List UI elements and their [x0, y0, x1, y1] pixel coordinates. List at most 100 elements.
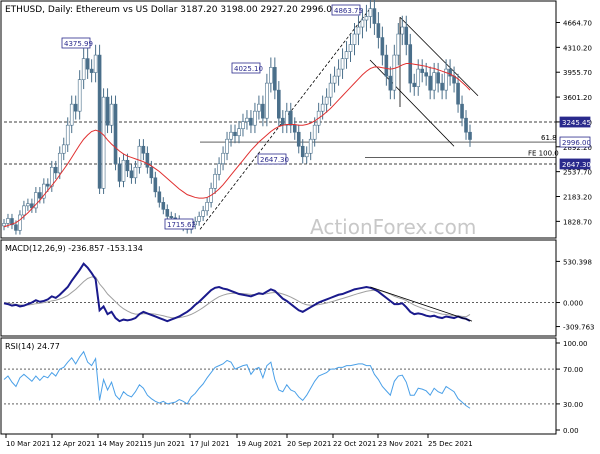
price-y-tick-label: 3601.20: [563, 94, 592, 102]
candle-body: [376, 23, 381, 38]
rsi-y-tick-label: 100.00: [563, 340, 588, 348]
candle-body: [101, 96, 106, 189]
candlestick-series: [2, 0, 472, 235]
candle-body: [69, 103, 74, 126]
x-tick-label: 20 Sep 2021: [287, 440, 331, 448]
candle-body: [356, 26, 361, 35]
price-y-tick-label: 3955.70: [563, 69, 592, 77]
candle-body: [384, 54, 389, 77]
price-y-tick-label: 2183.20: [563, 194, 592, 202]
label-3245-box: [559, 116, 591, 128]
candle-body: [121, 159, 126, 182]
dashed-trend-line: [199, 8, 371, 230]
candle-body: [229, 131, 233, 140]
candle-body: [277, 89, 281, 119]
x-tick-label: 10 Mar 2021: [6, 440, 50, 448]
candle-body: [320, 103, 325, 112]
candle-body: [249, 117, 253, 126]
x-tick-label: 17 Jul 2021: [190, 440, 230, 448]
candle-body: [161, 202, 166, 210]
label-1715-box: [164, 218, 194, 230]
candle-body: [261, 103, 265, 119]
candle-body: [205, 202, 209, 212]
x-tick-label: 22 Oct 2021: [333, 440, 376, 448]
watermark: ActionForex.com: [310, 215, 476, 239]
candle-body: [348, 44, 353, 52]
candle-body: [73, 103, 78, 112]
price-panel-frame: [0, 0, 557, 239]
macd-title: MACD(12,26,9) -236.857 -153.134: [5, 244, 143, 253]
candle-body: [380, 37, 385, 56]
candle-body: [85, 58, 90, 70]
candle-body: [312, 124, 317, 140]
candle-body: [352, 33, 357, 45]
candle-body: [448, 68, 452, 77]
candle-body: [404, 26, 409, 45]
candle-body: [436, 72, 440, 84]
price-y-tick-label: 2537.70: [563, 169, 592, 177]
candle-body: [360, 19, 365, 28]
candle-body: [109, 103, 114, 126]
candle-body: [165, 209, 170, 217]
candle-body: [117, 163, 122, 182]
label-2996-box: [559, 136, 591, 148]
x-tick-label: 12 Apr 2021: [52, 440, 95, 448]
candle-body: [46, 183, 50, 187]
candle-body: [65, 124, 70, 146]
candle-body: [304, 152, 309, 158]
candle-body: [464, 117, 468, 133]
label-4863-box: [331, 4, 361, 16]
rsi-y-tick-label: 30.00: [563, 401, 583, 409]
candle-body: [412, 82, 417, 87]
candle-body: [77, 79, 82, 112]
rsi-y-tick-label: 0.00: [563, 427, 579, 435]
label-2996: 2996.00: [562, 139, 591, 147]
candle-body: [273, 67, 277, 91]
candle-body: [89, 68, 94, 73]
candle-body: [34, 192, 38, 209]
macd-series: 530.398 0.000 -309.763: [3, 258, 594, 332]
candle-body: [193, 220, 197, 226]
candle-body: [392, 54, 397, 91]
candle-body: [292, 124, 297, 133]
label-4375-box: [61, 37, 91, 49]
price-y-tick-label: 1828.70: [563, 218, 592, 226]
x-tick-label: 14 May 2021: [98, 440, 144, 448]
label-2647-box: [559, 158, 591, 170]
candle-body: [197, 216, 201, 222]
candle-body: [49, 166, 54, 187]
candle-body: [400, 26, 405, 35]
candle-body: [424, 72, 428, 77]
macd-y-tick-label: 0.000: [563, 300, 583, 308]
price-y-tick-label: 4310.20: [563, 44, 592, 52]
moving-average-line: [3, 63, 471, 228]
label-4025-box: [231, 62, 261, 74]
candle-body: [368, 8, 373, 17]
candle-body: [149, 166, 154, 179]
candle-body: [372, 8, 377, 24]
candle-body: [440, 82, 444, 91]
candle-body: [201, 210, 205, 217]
x-tick-label: 15 Jun 2021: [143, 440, 185, 448]
candle-body: [57, 152, 62, 174]
candle-body: [420, 68, 425, 73]
candle-body: [26, 203, 30, 207]
candle-body: [61, 144, 66, 154]
rsi-title: RSI(14) 24.77: [5, 342, 60, 351]
chart-title: ETHUSD, Daily: Ethereum vs US Dollar 318…: [5, 5, 338, 15]
x-tick-label: 25 Dec 2021: [428, 440, 473, 448]
channel-upper-line: [399, 16, 479, 97]
candle-body: [253, 110, 257, 126]
candle-body: [213, 173, 217, 189]
candle-body: [2, 223, 6, 227]
channel-lower-line: [369, 59, 455, 147]
candle-body: [281, 117, 285, 126]
candle-body: [364, 16, 369, 21]
macd-panel-frame: [0, 239, 557, 337]
candle-body: [18, 214, 22, 231]
candle-body: [137, 145, 142, 168]
price-y-tick-label: 2892.20: [563, 144, 592, 152]
candle-body: [300, 145, 305, 158]
candle-body: [97, 54, 102, 189]
label-1715: 1715.62: [167, 221, 196, 229]
